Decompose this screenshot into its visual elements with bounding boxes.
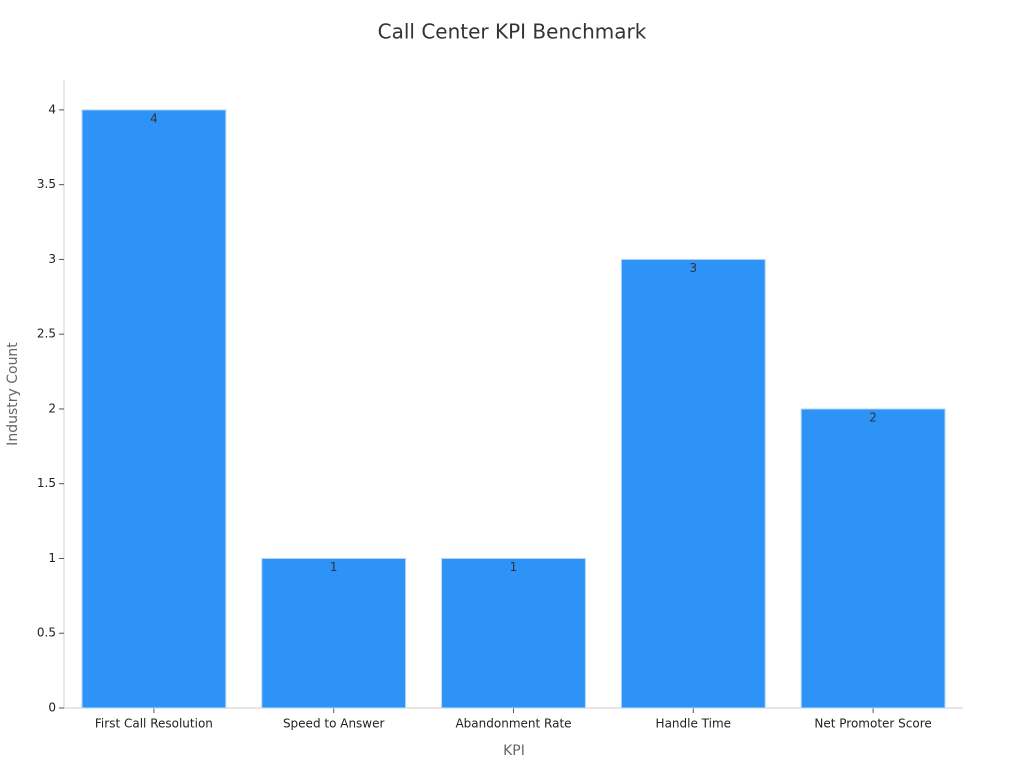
- y-tick-label: 2.5: [37, 327, 56, 341]
- x-tick-label: Abandonment Rate: [455, 717, 571, 731]
- y-tick-label: 3.5: [37, 177, 56, 191]
- data-label: 2: [869, 410, 877, 424]
- x-tick-label: Speed to Answer: [283, 717, 385, 731]
- bar: [800, 408, 946, 709]
- y-tick-label: 3: [48, 252, 56, 266]
- y-tick-label: 0: [48, 701, 56, 715]
- y-tick-label: 1: [48, 551, 56, 565]
- y-tick-label: 4: [48, 102, 56, 116]
- y-tick-label: 2: [48, 401, 56, 415]
- bar: [81, 109, 227, 709]
- data-label: 1: [510, 560, 518, 574]
- x-tick-label: Handle Time: [656, 717, 732, 731]
- bar: [441, 557, 586, 709]
- y-tick-label: 0.5: [37, 626, 56, 640]
- data-label: 1: [330, 560, 338, 574]
- chart-title: Call Center KPI Benchmark: [378, 20, 647, 44]
- data-label: 3: [689, 261, 697, 275]
- data-label: 4: [150, 111, 158, 125]
- bar: [261, 557, 407, 709]
- y-axis-label: Industry Count: [5, 342, 21, 446]
- x-tick-label: Net Promoter Score: [814, 717, 931, 731]
- bar: [620, 258, 766, 709]
- x-axis-label: KPI: [503, 743, 525, 759]
- y-tick-label: 1.5: [37, 476, 56, 490]
- x-tick-label: First Call Resolution: [95, 717, 213, 731]
